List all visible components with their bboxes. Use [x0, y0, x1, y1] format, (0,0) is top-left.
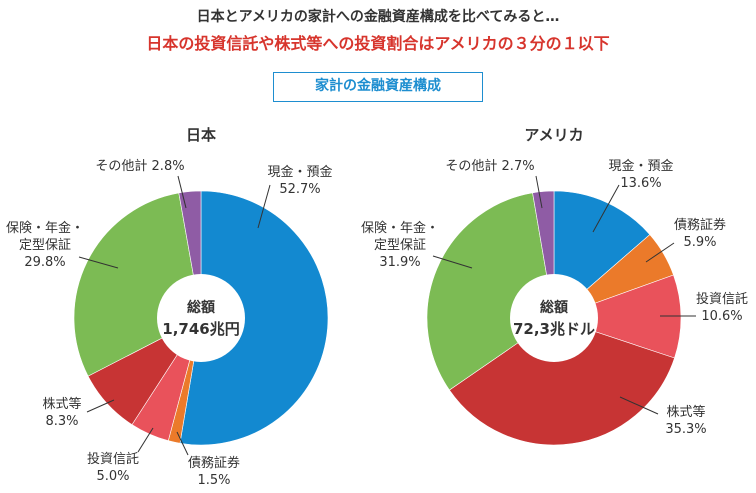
pie-center-hole-1 [510, 274, 598, 362]
slice-label-0-other: その他計 2.8% [95, 158, 184, 174]
leader-line-1-cash [592, 184, 620, 233]
slice-label-1-funds: 投資信託 10.6% [696, 291, 748, 324]
center-label-0-1: 1,746兆円 [162, 320, 239, 338]
slice-label-line-1-insurance-1: 定型保証 [374, 238, 426, 253]
leader-line-1-bonds [645, 242, 675, 263]
leader-line-1-insurance [432, 255, 473, 269]
chart-title-0: 日本 [186, 126, 216, 144]
slice-label-line-1-stocks-1: 35.3% [665, 422, 706, 437]
slice-label-1-other: その他計 2.7% [445, 158, 534, 174]
slice-label-1-stocks: 株式等 35.3% [665, 404, 706, 437]
slice-label-line-1-bonds-0: 債務証券 [674, 217, 726, 233]
slice-label-line-0-insurance-0: 保険・年金・ [6, 220, 84, 236]
leader-line-0-funds [137, 427, 154, 453]
slice-label-0-cash: 現金・預金 52.7% [267, 164, 332, 197]
slice-label-0-funds: 投資信託 5.0% [87, 451, 139, 484]
chart-title-1: アメリカ [524, 126, 583, 144]
headline-comparison: 日本とアメリカの家計への金融資産構成を比べてみると… [196, 9, 560, 25]
leader-line-0-other [177, 175, 187, 209]
slice-label-line-1-insurance-2: 31.9% [379, 255, 420, 270]
section-title: 家計の金融資産構成 [273, 72, 483, 102]
center-label-1-0: 総額 [540, 299, 568, 316]
slice-label-line-1-funds-1: 10.6% [701, 309, 742, 324]
slice-label-0-insurance: 保険・年金・定型保証 29.8% [6, 220, 84, 270]
slice-label-line-1-stocks-0: 株式等 [666, 404, 705, 420]
headline-conclusion: 日本の投資信託や株式等への投資割合はアメリカの３分の１以下 [146, 34, 610, 53]
slice-label-line-1-insurance-0: 保険・年金・ [361, 220, 439, 236]
slice-label-line-1-other-0: その他計 2.7% [445, 158, 534, 174]
slice-label-line-0-cash-1: 52.7% [279, 182, 320, 197]
slice-label-1-bonds: 債務証券 5.9% [674, 217, 726, 250]
slice-label-line-0-funds-1: 5.0% [96, 469, 129, 484]
center-label-1-1: 72,3兆ドル [513, 320, 595, 338]
leader-line-0-insurance [78, 256, 119, 269]
slice-label-line-0-bonds-0: 債務証券 [188, 455, 240, 471]
leader-line-1-other [535, 175, 543, 209]
slice-label-line-0-insurance-2: 29.8% [24, 255, 65, 270]
slice-label-line-1-cash-0: 現金・預金 [608, 158, 673, 174]
slice-label-line-0-stocks-1: 8.3% [45, 414, 78, 429]
leader-line-1-stocks [619, 396, 659, 415]
pie-center-hole-0 [157, 274, 245, 362]
pie-slice-0-cash [179, 190, 329, 446]
slice-label-0-bonds: 債務証券 1.5% [188, 455, 240, 488]
leader-line-0-cash [257, 184, 271, 229]
slice-label-0-stocks: 株式等 8.3% [42, 396, 81, 429]
slice-label-line-0-cash-0: 現金・預金 [267, 164, 332, 180]
slice-label-line-0-other-0: その他計 2.8% [95, 158, 184, 174]
slice-label-line-1-bonds-1: 5.9% [683, 235, 716, 250]
slice-label-1-insurance: 保険・年金・定型保証 31.9% [361, 220, 439, 270]
leader-line-0-bonds [176, 431, 189, 456]
pie-slice-1-insurance [426, 192, 555, 391]
slice-label-line-0-insurance-1: 定型保証 [19, 238, 71, 253]
slice-label-1-cash: 現金・預金 13.6% [608, 158, 673, 191]
slice-label-line-1-funds-0: 投資信託 [696, 291, 748, 307]
center-label-0-0: 総額 [187, 299, 215, 316]
pie-slice-1-stocks [448, 317, 675, 446]
slice-label-line-0-stocks-0: 株式等 [42, 396, 81, 412]
slice-label-line-0-funds-0: 投資信託 [87, 451, 139, 467]
leader-line-0-stocks [86, 399, 115, 413]
slice-label-line-0-bonds-1: 1.5% [197, 473, 230, 488]
slice-label-line-1-cash-1: 13.6% [620, 176, 661, 191]
